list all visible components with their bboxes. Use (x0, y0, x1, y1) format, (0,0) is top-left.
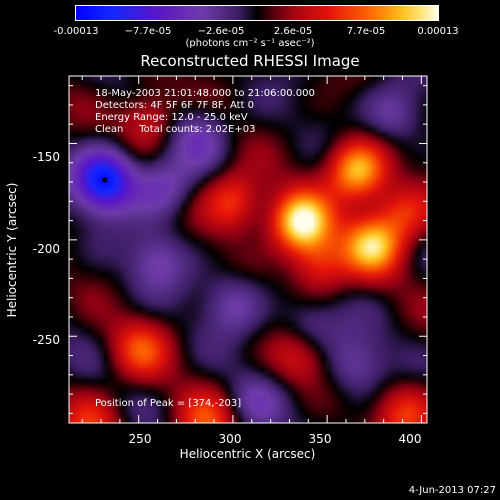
y-tick-label: -200 (32, 242, 60, 256)
x-tick-label: 300 (218, 432, 242, 446)
colorbar (75, 5, 439, 21)
chart-title: Reconstructed RHESSI Image (140, 52, 360, 70)
info-detectors: Detectors: 4F 5F 6F 7F 8F, Att 0 (95, 100, 255, 111)
y-tick-label: -250 (32, 333, 60, 347)
info-clean: Clean Total counts: 2.02E+03 (95, 124, 256, 135)
colorbar-tick-label: 2.6e-05 (273, 26, 313, 37)
x-tick-label: 400 (398, 432, 422, 446)
plot-frame (68, 75, 428, 424)
x-tick-label: 350 (308, 432, 332, 446)
colorbar-tick-label: -0.00013 (53, 26, 99, 37)
heatmap-image (69, 76, 427, 423)
x-tick-label: 250 (128, 432, 152, 446)
y-tick-label: -150 (32, 150, 60, 164)
colorbar-tick-label: 7.7e-05 (346, 26, 386, 37)
info-peak: Position of Peak = [374,-203] (95, 398, 242, 409)
colorbar-tick-label: −2.6e-05 (197, 26, 245, 37)
y-axis-label: Heliocentric Y (arcsec) (5, 182, 19, 318)
colorbar-tick-label: 0.00013 (417, 26, 459, 37)
timestamp: 4-Jun-2013 07:27 (408, 485, 496, 496)
x-axis-label: Heliocentric X (arcsec) (179, 447, 316, 461)
colorbar-unit: (photons cm⁻² s⁻¹ asec⁻²) (185, 38, 315, 49)
colorbar-tick-label: −7.7e-05 (124, 26, 172, 37)
minimum-marker (102, 177, 108, 183)
info-energy: Energy Range: 12.0 - 25.0 keV (95, 112, 248, 123)
info-time: 18-May-2003 21:01:48.000 to 21:06:00.000 (95, 88, 315, 99)
